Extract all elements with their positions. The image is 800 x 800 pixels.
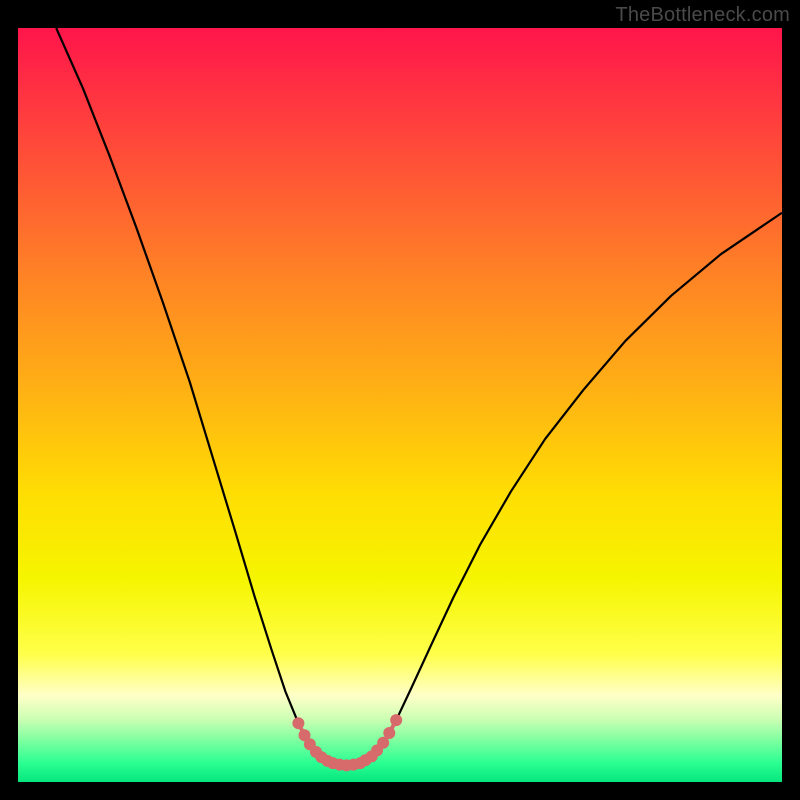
bottleneck-chart bbox=[18, 28, 782, 782]
watermark-text: TheBottleneck.com bbox=[615, 4, 790, 27]
sweet-spot-dot bbox=[292, 717, 304, 729]
chart-frame: TheBottleneck.com bbox=[0, 0, 800, 800]
chart-background bbox=[18, 28, 782, 782]
sweet-spot-dot bbox=[390, 714, 402, 726]
sweet-spot-dot bbox=[383, 727, 395, 739]
